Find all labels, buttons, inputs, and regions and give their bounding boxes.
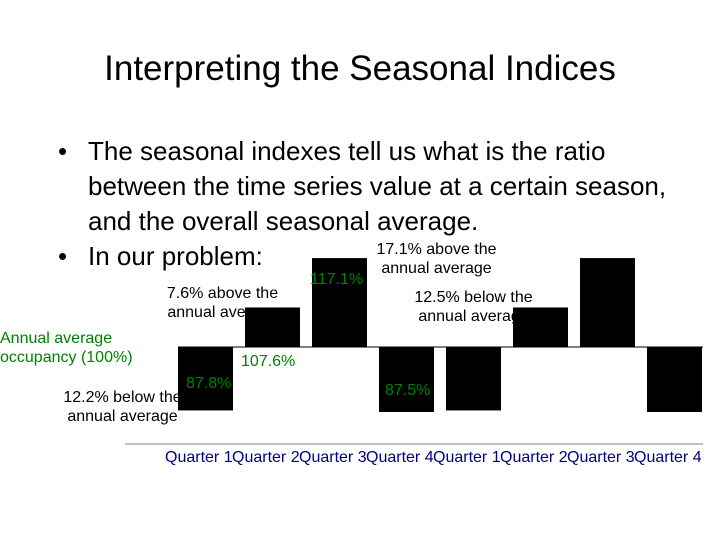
data-label-q2: 107.6%	[241, 353, 296, 370]
bar-1	[178, 347, 233, 411]
bar-2	[245, 307, 300, 347]
bullet-symbol: •	[58, 241, 68, 271]
bullet-item: • The seasonal indexes tell us what is t…	[58, 134, 698, 239]
data-label-q1: 87.8%	[186, 375, 232, 392]
tick-label: Quarter 2	[500, 449, 568, 466]
bullet-symbol: •	[58, 136, 68, 166]
slide-title: Interpreting the Seasonal Indices	[104, 49, 616, 88]
bullet-item: • In our problem:	[58, 239, 698, 274]
bar-8	[647, 347, 702, 412]
tick-label: Quarter 4	[366, 449, 434, 466]
bar-6	[513, 307, 568, 347]
q4-note: 12.5% below the annual average	[414, 289, 533, 325]
tick-label: Quarter 2	[232, 449, 300, 466]
tick-label: Quarter 3	[567, 449, 635, 466]
bar-5	[446, 347, 501, 411]
bullet-list: • The seasonal indexes tell us what is t…	[58, 134, 698, 274]
data-label-q3: 117.1%	[310, 271, 364, 288]
bullet-text: In our problem:	[88, 241, 263, 271]
annual-average-note: Annual average occupancy (100%)	[0, 330, 133, 366]
q1-note: 12.2% below the annual average	[63, 389, 182, 425]
q2-note: 7.6% above the annual average	[166, 285, 279, 321]
tick-label: Quarter 3	[299, 449, 367, 466]
data-label-q4: 87.5%	[385, 382, 431, 399]
bullet-text: The seasonal indexes tell us what is the…	[88, 136, 667, 236]
tick-label: Quarter 4	[634, 449, 702, 466]
bar-3	[312, 258, 367, 347]
bar-7	[580, 258, 635, 347]
bar-group	[178, 258, 702, 412]
tick-label: Quarter 1	[433, 449, 501, 466]
q3-note: 17.1% above the annual average	[376, 241, 497, 277]
tick-label: Quarter 1	[165, 449, 233, 466]
bar-4	[379, 347, 434, 412]
